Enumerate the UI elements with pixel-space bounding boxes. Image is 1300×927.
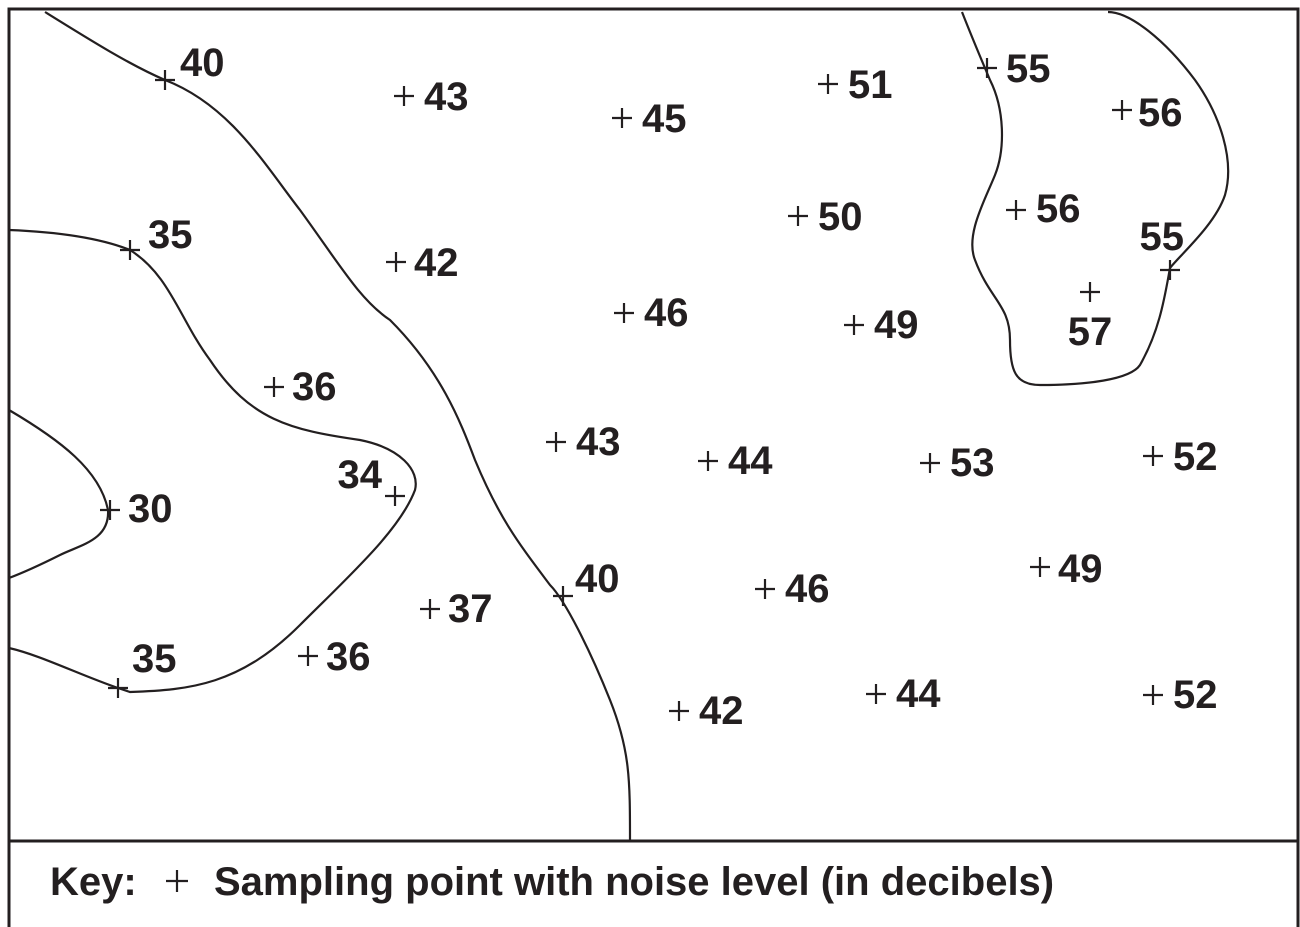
noise-level-value: 49 bbox=[1058, 547, 1103, 591]
noise-level-value: 43 bbox=[424, 75, 469, 119]
noise-level-value: 50 bbox=[818, 195, 863, 239]
sampling-point: 45 bbox=[612, 97, 687, 141]
noise-level-value: 56 bbox=[1138, 91, 1183, 135]
noise-level-value: 42 bbox=[414, 241, 459, 285]
noise-level-value: 40 bbox=[575, 557, 620, 601]
noise-level-value: 36 bbox=[326, 635, 371, 679]
isoline-30 bbox=[8, 409, 110, 580]
noise-level-value: 49 bbox=[874, 303, 919, 347]
sampling-point: 52 bbox=[1143, 673, 1218, 717]
sampling-point: 46 bbox=[614, 291, 689, 335]
sampling-point: 49 bbox=[844, 303, 919, 347]
noise-level-value: 40 bbox=[180, 41, 225, 85]
sampling-point: 35 bbox=[108, 637, 177, 698]
sampling-point: 43 bbox=[394, 75, 469, 119]
sampling-point: 56 bbox=[1112, 91, 1183, 135]
sampling-point: 57 bbox=[1068, 282, 1113, 354]
noise-level-value: 36 bbox=[292, 365, 337, 409]
sampling-point: 56 bbox=[1006, 187, 1081, 231]
noise-level-value: 35 bbox=[148, 213, 193, 257]
noise-level-value: 46 bbox=[644, 291, 689, 335]
noise-level-value: 43 bbox=[576, 420, 621, 464]
noise-level-value: 56 bbox=[1036, 187, 1081, 231]
noise-level-value: 55 bbox=[1140, 215, 1185, 259]
noise-level-value: 37 bbox=[448, 587, 493, 631]
noise-level-value: 45 bbox=[642, 97, 687, 141]
noise-level-value: 52 bbox=[1173, 673, 1218, 717]
sampling-point: 43 bbox=[546, 420, 621, 464]
noise-level-value: 53 bbox=[950, 441, 995, 485]
sampling-point: 40 bbox=[553, 557, 620, 606]
sampling-point: 36 bbox=[298, 635, 371, 679]
sampling-point: 50 bbox=[788, 195, 863, 239]
sampling-point: 35 bbox=[120, 213, 193, 260]
noise-level-value: 55 bbox=[1006, 47, 1051, 91]
sampling-point: 44 bbox=[866, 672, 941, 716]
sampling-point: 34 bbox=[338, 453, 405, 506]
key-label: Key: bbox=[50, 860, 137, 904]
noise-level-value: 44 bbox=[728, 439, 773, 483]
sampling-point: 46 bbox=[755, 567, 830, 611]
noise-level-value: 42 bbox=[699, 689, 744, 733]
sampling-point: 52 bbox=[1143, 435, 1218, 479]
sampling-point: 42 bbox=[386, 241, 459, 285]
key-description: Sampling point with noise level (in deci… bbox=[214, 860, 1054, 904]
noise-level-value: 35 bbox=[132, 637, 177, 681]
isoline-40 bbox=[44, 11, 632, 842]
sampling-point: 55 bbox=[977, 47, 1051, 91]
noise-level-value: 57 bbox=[1068, 310, 1113, 354]
noise-level-value: 52 bbox=[1173, 435, 1218, 479]
sampling-point: 49 bbox=[1030, 547, 1103, 591]
sampling-point: 53 bbox=[920, 441, 995, 485]
map-border bbox=[7, 7, 1300, 927]
isoline-35 bbox=[8, 228, 417, 694]
sampling-point: 51 bbox=[818, 63, 893, 107]
isoline-55 bbox=[960, 10, 1230, 387]
sampling-point: 30 bbox=[100, 487, 173, 531]
noise-level-value: 34 bbox=[338, 453, 383, 497]
sampling-point: 55 bbox=[1140, 215, 1185, 280]
sampling-points: 40 43 45 51 55 56 35 42 50 56 55 46 49 57 36 43 44 53 52 34… bbox=[100, 41, 1218, 733]
sampling-point: 37 bbox=[420, 587, 493, 631]
sampling-point: 36 bbox=[264, 365, 337, 409]
noise-level-value: 46 bbox=[785, 567, 830, 611]
noise-level-value: 44 bbox=[896, 672, 941, 716]
sampling-point: 40 bbox=[155, 41, 225, 90]
sampling-point: 42 bbox=[669, 689, 744, 733]
noise-level-value: 51 bbox=[848, 63, 893, 107]
sampling-point: 44 bbox=[698, 439, 773, 483]
noise-level-value: 30 bbox=[128, 487, 173, 531]
